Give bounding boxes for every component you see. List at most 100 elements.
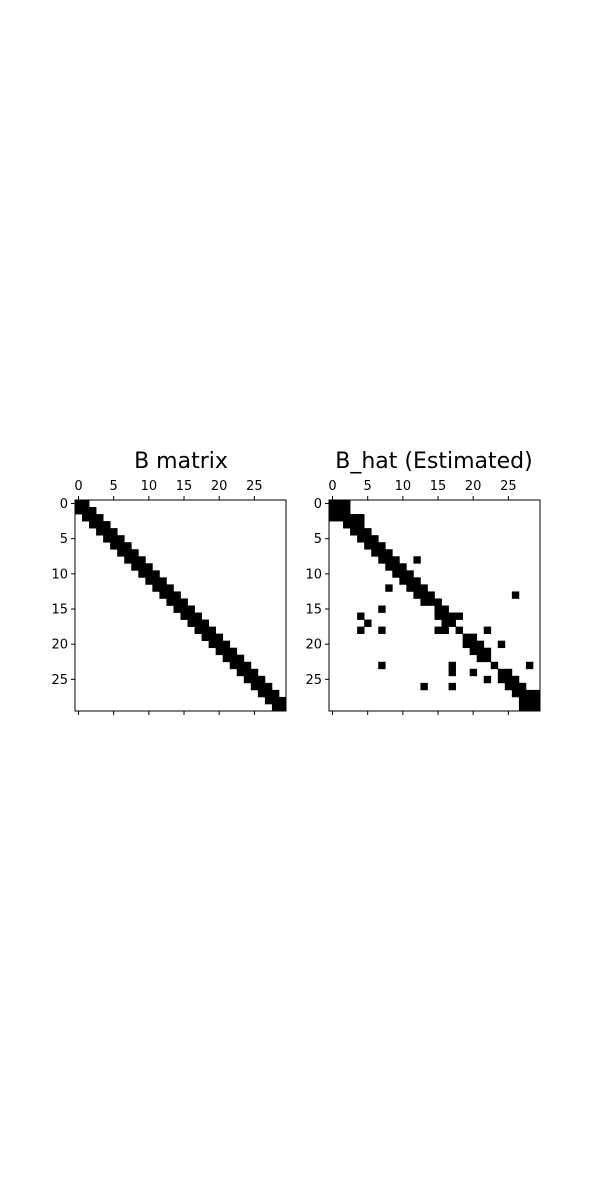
heatmap-cell (504, 675, 513, 684)
heatmap-cell (462, 633, 471, 642)
heatmap-cell (525, 661, 534, 670)
heatmap-cell (455, 612, 463, 620)
heatmap-cell (371, 549, 379, 557)
heatmap-cell (364, 542, 372, 550)
heatmap-cell (378, 661, 386, 670)
heatmap-cell (441, 605, 449, 613)
heatmap-cell (222, 647, 231, 656)
heatmap-cell (420, 584, 428, 592)
heatmap-cell (138, 556, 146, 564)
heatmap-cell (208, 633, 217, 642)
heatmap-cell (180, 598, 188, 606)
heatmap-cell (434, 605, 442, 613)
heatmap-cell (103, 528, 111, 536)
heatmap-cell (124, 542, 132, 550)
heatmap-cell (518, 689, 527, 698)
y-tick-label: 20 (305, 638, 322, 653)
x-tick-label: 0 (74, 479, 82, 494)
heatmap-cell (511, 689, 520, 698)
heatmap-cell (117, 542, 125, 550)
y-tick-label: 0 (60, 497, 68, 512)
x-tick-label: 10 (395, 479, 412, 494)
chart-title: B_hat (Estimated) (335, 449, 532, 474)
y-tick-label: 25 (305, 673, 322, 688)
heatmap-cell (511, 675, 520, 684)
heatmap-cell (82, 514, 90, 522)
heatmap-cell (194, 612, 202, 620)
heatmap-cell (243, 675, 252, 684)
heatmap-cell (257, 689, 266, 698)
x-tick-label: 20 (211, 479, 228, 494)
heatmap-cell (448, 661, 456, 670)
heatmap-cell (525, 703, 534, 712)
heatmap-cell (343, 514, 351, 522)
heatmap-cell (329, 507, 337, 515)
heatmap-cell (236, 668, 245, 677)
heatmap-cell (96, 514, 104, 522)
heatmap-cell (243, 661, 252, 670)
heatmap-cell (215, 633, 224, 642)
x-tick-label: 0 (328, 479, 336, 494)
heatmap-cell (166, 584, 174, 592)
heatmap-cell (201, 619, 209, 627)
heatmap-cell (173, 598, 181, 606)
heatmap-cell (271, 689, 280, 698)
heatmap-cell (427, 591, 435, 599)
heatmap-cell (399, 577, 407, 585)
heatmap-cell (364, 535, 372, 543)
heatmap-cell (159, 584, 167, 592)
heatmap-cell (518, 703, 527, 712)
heatmap-cell (469, 640, 478, 649)
heatmap-cell (483, 647, 492, 656)
x-tick-label: 20 (465, 479, 482, 494)
heatmap-cell (350, 528, 358, 536)
heatmap-cell (378, 542, 386, 550)
heatmap-cell (336, 514, 344, 522)
heatmap-cell (222, 654, 231, 663)
heatmap-cell (215, 647, 224, 656)
y-tick-label: 25 (51, 673, 68, 688)
heatmap-cell (518, 696, 527, 705)
heatmap-cell (413, 591, 421, 599)
heatmap-cell (152, 577, 160, 585)
heatmap-cell (138, 563, 146, 571)
heatmap-cell (329, 514, 337, 522)
x-tick-label: 15 (430, 479, 447, 494)
heatmap-cell (525, 689, 534, 698)
heatmap-cell (469, 647, 478, 656)
heatmap-cell (201, 626, 209, 634)
heatmap-cell (229, 647, 238, 656)
x-tick-label: 25 (500, 479, 517, 494)
heatmap-cell (145, 577, 153, 585)
heatmap-cell (131, 563, 139, 571)
heatmap-cell (532, 696, 541, 705)
heatmap-cell (145, 563, 153, 571)
heatmap-cell (138, 570, 146, 578)
heatmap-cell (180, 605, 188, 613)
heatmap-cell (378, 556, 386, 564)
heatmap-cell (180, 612, 188, 620)
heatmap-cell (264, 682, 273, 691)
y-tick-label: 0 (314, 497, 322, 512)
heatmap-cell (399, 570, 407, 578)
heatmap-cell (271, 696, 280, 705)
heatmap-cell (117, 549, 125, 557)
heatmap-cell (497, 675, 506, 684)
heatmap-cell (511, 591, 520, 599)
heatmap-cell (420, 682, 428, 691)
x-tick-label: 15 (176, 479, 193, 494)
heatmap-cell (89, 514, 97, 522)
x-tick-label: 5 (364, 479, 372, 494)
heatmap-cell (131, 556, 139, 564)
heatmap-cell (145, 570, 153, 578)
heatmap-cell (250, 675, 259, 684)
heatmap-cell (173, 591, 181, 599)
heatmap-cell (448, 682, 456, 691)
heatmap-cell (82, 500, 90, 508)
heatmap-cell (357, 514, 365, 522)
x-tick-label: 5 (110, 479, 118, 494)
heatmap-cell (187, 612, 195, 620)
heatmap-cell (357, 535, 365, 543)
heatmap-cell (364, 528, 372, 536)
heatmap-cell (229, 654, 238, 663)
